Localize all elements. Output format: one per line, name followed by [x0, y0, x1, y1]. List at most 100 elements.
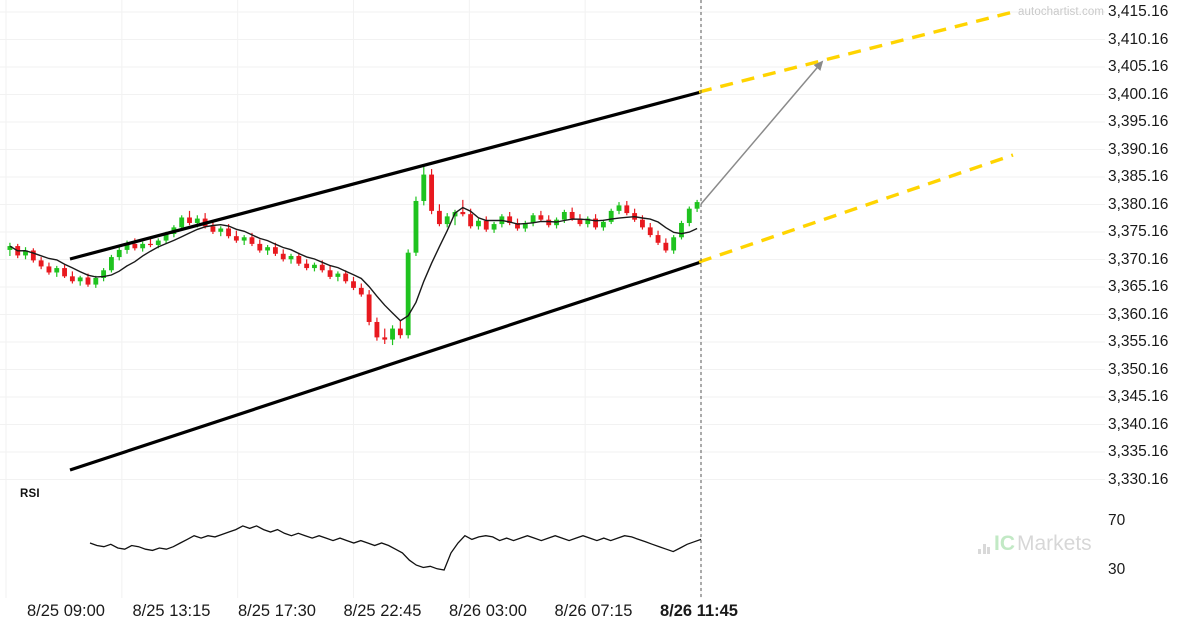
- time-axis-tick: 8/25 22:45: [343, 602, 422, 620]
- gridlines: [0, 0, 1105, 598]
- candle-body: [694, 202, 700, 209]
- candle-body: [77, 277, 83, 282]
- candle-body: [163, 233, 169, 241]
- candle-body: [679, 222, 684, 238]
- candle-body: [374, 321, 380, 338]
- price-axis-tick: 3,360.16: [1108, 305, 1169, 323]
- price-axis-tick: 3,375.16: [1108, 223, 1169, 240]
- candle-body: [241, 237, 247, 241]
- price-axis-tick: 3,385.16: [1108, 168, 1169, 185]
- candle-body: [569, 211, 575, 219]
- chart-svg: [0, 0, 1105, 598]
- candle-body: [515, 222, 520, 229]
- candle-body: [390, 328, 395, 340]
- candle-body: [249, 237, 255, 244]
- candle-body: [93, 277, 99, 285]
- time-axis-tick: 8/25 17:30: [238, 602, 316, 620]
- candle-body: [405, 252, 411, 336]
- candle-body: [101, 270, 107, 278]
- price-axis-tick: 3,380.16: [1108, 195, 1169, 213]
- candle-body: [23, 250, 28, 256]
- candle-body: [233, 236, 239, 241]
- lower-channel-line: [69, 260, 702, 472]
- candle-body: [124, 243, 130, 250]
- candle-body: [210, 226, 216, 232]
- price-axis-tick: 3,330.16: [1108, 470, 1169, 488]
- candle-body: [468, 214, 474, 227]
- candle-body: [624, 205, 630, 214]
- price-axis-tick: 3,370.16: [1108, 250, 1169, 268]
- candle-body: [155, 240, 161, 245]
- price-axis-tick: 3,390.16: [1108, 140, 1169, 158]
- candle-body: [288, 255, 294, 260]
- time-axis-tick: 8/26 07:15: [554, 602, 633, 620]
- price-axis-tick: 3,345.16: [1108, 388, 1169, 405]
- candle-body: [429, 174, 435, 211]
- candle-body: [116, 249, 122, 258]
- candle-body: [686, 208, 692, 223]
- price-axis-tick: 3,335.16: [1108, 443, 1169, 460]
- candle-body: [109, 257, 114, 271]
- rsi-line: [89, 525, 702, 571]
- ic-markets-markets-text: Markets: [1017, 532, 1092, 555]
- candle-body: [296, 255, 302, 264]
- candle-body: [585, 218, 591, 225]
- candle-body: [69, 276, 75, 282]
- candle-body: [616, 205, 622, 211]
- candle-body: [54, 268, 60, 273]
- price-axis-tick: 3,410.16: [1108, 30, 1169, 48]
- candle-body: [538, 215, 544, 220]
- time-axis-tick: 8/25 13:15: [132, 602, 211, 620]
- candle-body: [608, 210, 614, 222]
- candle-body: [382, 337, 388, 340]
- candle-body: [671, 237, 677, 251]
- candle-body: [62, 268, 67, 277]
- forecast-arrow: [700, 60, 824, 205]
- candle-body: [561, 211, 567, 220]
- candle-body: [179, 217, 185, 228]
- moving-average-line: [9, 206, 698, 322]
- candle-body: [46, 266, 52, 273]
- candle-body: [30, 250, 36, 261]
- price-axis: 3,415.16 3,410.16 3,405.16 3,400.16 3,395.16…: [1108, 0, 1200, 600]
- candle-body: [413, 200, 419, 253]
- candle-body: [148, 243, 153, 246]
- candle-body: [483, 220, 489, 230]
- candle-body: [476, 220, 481, 227]
- rsi-label: RSI: [20, 488, 40, 500]
- rsi-axis-tick: 70: [1108, 512, 1126, 529]
- candle-body: [640, 219, 645, 228]
- candle-body: [366, 294, 372, 322]
- candle-body: [358, 287, 364, 295]
- time-axis-tick: 8/26 03:00: [449, 602, 527, 620]
- candle-body: [280, 253, 286, 260]
- lower-forecast-line: [698, 153, 1014, 264]
- candle-body: [593, 218, 598, 228]
- candle-body: [265, 247, 271, 251]
- candle-body: [507, 216, 513, 223]
- upper-channel-line: [69, 90, 702, 261]
- candle-body: [226, 228, 231, 237]
- autochartist-watermark: autochartist.com: [1018, 6, 1104, 18]
- candle-body: [522, 222, 528, 229]
- candle-body: [272, 247, 278, 254]
- price-axis-tick: 3,395.16: [1108, 113, 1169, 130]
- price-axis-tick: 3,365.16: [1108, 278, 1169, 295]
- candle-body: [397, 328, 403, 336]
- candle-body: [312, 264, 317, 269]
- price-axis-tick: 3,405.16: [1108, 58, 1169, 75]
- candle-body: [140, 243, 146, 249]
- bar-chart-icon: [978, 539, 990, 554]
- ic-markets-ic-text: IC: [994, 532, 1015, 555]
- candle-body: [600, 221, 606, 228]
- price-axis-tick: 3,350.16: [1108, 360, 1169, 378]
- time-axis-tick: 8/26 11:45: [660, 602, 738, 620]
- candle-body: [577, 218, 583, 225]
- candle-body: [194, 218, 200, 223]
- chart-plot-area[interactable]: [0, 0, 1105, 600]
- ic-markets-logo: IC Markets: [978, 533, 1092, 554]
- time-axis-tick: 8/25 09:00: [27, 602, 105, 620]
- price-axis-tick: 3,400.16: [1108, 85, 1169, 103]
- candle-body: [546, 219, 552, 226]
- candle-body: [327, 270, 333, 277]
